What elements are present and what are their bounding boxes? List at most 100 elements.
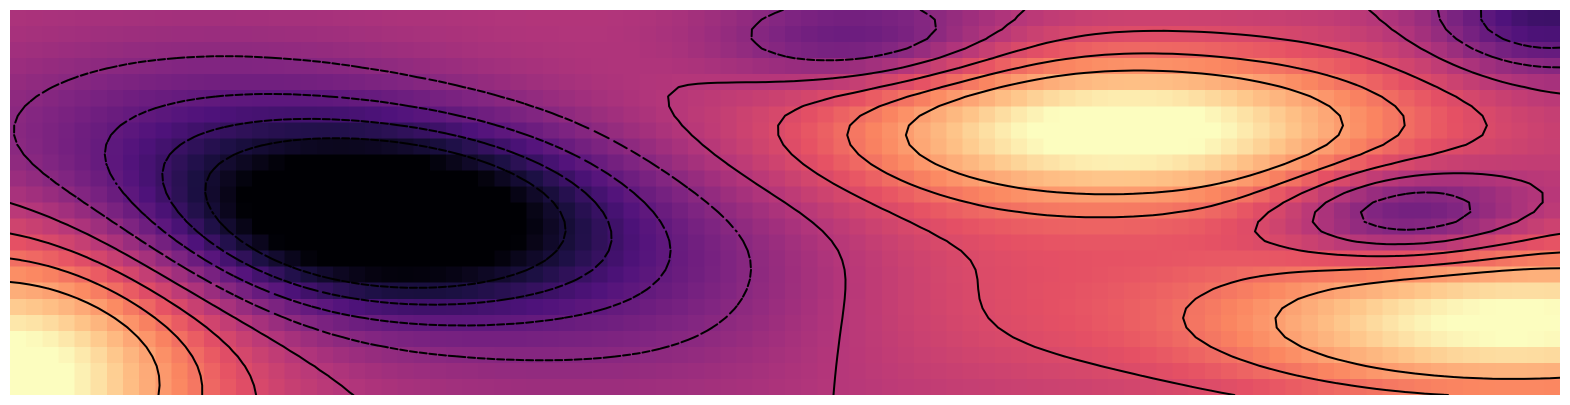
- heatmap-cell: [1188, 122, 1206, 139]
- heatmap-cell: [704, 10, 722, 27]
- heatmap-cell: [930, 106, 948, 123]
- heatmap-cell: [1124, 26, 1141, 43]
- heatmap-cell: [74, 106, 92, 123]
- heatmap-cell: [833, 122, 851, 139]
- heatmap-cell: [1543, 42, 1560, 59]
- heatmap-cell: [1543, 122, 1560, 139]
- contour-layer: [10, 10, 1560, 395]
- heatmap-cell: [1366, 122, 1383, 139]
- heatmap-cell: [1140, 122, 1157, 139]
- heatmap-cell: [365, 74, 382, 91]
- heatmap-cell: [284, 122, 302, 139]
- heatmap-cell: [768, 26, 786, 43]
- heatmap-cell: [1043, 90, 1061, 107]
- heatmap-cell: [720, 122, 738, 139]
- heatmap-cell: [365, 10, 382, 27]
- heatmap-cell: [365, 42, 382, 59]
- heatmap-cell: [90, 106, 108, 123]
- heatmap-cell: [736, 10, 754, 27]
- heatmap-cell: [591, 10, 608, 27]
- heatmap-cell: [962, 10, 980, 27]
- heatmap-cell: [1237, 10, 1254, 27]
- heatmap-cell: [1446, 26, 1464, 43]
- heatmap-cell: [898, 26, 915, 43]
- heatmap-cell: [817, 26, 835, 43]
- contour-line: [13, 10, 1560, 362]
- heatmap-cell: [1172, 74, 1190, 91]
- heatmap-cell: [219, 122, 237, 139]
- heatmap-cell: [607, 26, 625, 43]
- heatmap-cell: [349, 10, 366, 27]
- heatmap-cell: [478, 122, 495, 139]
- heatmap-cell: [1107, 26, 1125, 43]
- heatmap-cell: [1382, 42, 1400, 59]
- heatmap-cell: [978, 58, 996, 75]
- heatmap-cell: [300, 122, 318, 139]
- heatmap-cell: [1527, 106, 1545, 123]
- heatmap-cell: [381, 74, 399, 91]
- heatmap-cell: [671, 10, 689, 27]
- heatmap-cell: [397, 42, 415, 59]
- heatmap-cell: [381, 26, 399, 43]
- heatmap-cell: [1253, 10, 1270, 27]
- heatmap-cell: [1333, 106, 1351, 123]
- heatmap-cell: [1091, 10, 1109, 27]
- heatmap-cell: [1204, 106, 1222, 123]
- heatmap-cell: [1043, 42, 1061, 59]
- heatmap-cell: [349, 106, 366, 123]
- heatmap-cell: [26, 138, 43, 155]
- heatmap-cell: [1317, 26, 1335, 43]
- heatmap-cell: [1543, 74, 1560, 91]
- heatmap-cell: [978, 10, 996, 27]
- heatmap-cell: [462, 26, 479, 43]
- heatmap-cell: [26, 42, 43, 59]
- heatmap-cell: [1156, 122, 1174, 139]
- heatmap-cell: [316, 26, 334, 43]
- heatmap-cell: [1479, 10, 1497, 27]
- heatmap-cell: [785, 42, 802, 59]
- heatmap-cell: [106, 26, 124, 43]
- heatmap-cell: [106, 74, 124, 91]
- heatmap-cell: [978, 42, 996, 59]
- heatmap-cell: [74, 58, 92, 75]
- heatmap-cell: [542, 26, 560, 43]
- heatmap-cell: [1301, 26, 1319, 43]
- heatmap-cell: [397, 58, 415, 75]
- heatmap-cell: [1220, 42, 1238, 59]
- heatmap-cell: [1463, 10, 1480, 27]
- heatmap-cell: [397, 10, 415, 27]
- heatmap-cell: [284, 74, 302, 91]
- heatmap-cell: [139, 26, 156, 43]
- heatmap-cell: [429, 58, 447, 75]
- heatmap-cell: [1495, 26, 1513, 43]
- heatmap-cell: [1091, 90, 1109, 107]
- heatmap-cell: [849, 10, 867, 27]
- heatmap-cell: [946, 122, 964, 139]
- heatmap-cell: [300, 58, 318, 75]
- heatmap-cell: [42, 90, 60, 107]
- heatmap-cell: [1075, 106, 1093, 123]
- heatmap-cell: [171, 26, 189, 43]
- heatmap-cell: [1253, 26, 1270, 43]
- heatmap-cell: [187, 74, 205, 91]
- heatmap-cell: [833, 58, 851, 75]
- heatmap-cell: [236, 42, 253, 59]
- heatmap-cell: [1398, 74, 1416, 91]
- heatmap-cell: [1075, 10, 1093, 27]
- heatmap-cell: [833, 42, 851, 59]
- heatmap-cell: [236, 122, 253, 139]
- heatmap-cell: [1237, 58, 1254, 75]
- heatmap-cell: [123, 74, 140, 91]
- heatmap-cell: [720, 90, 738, 107]
- heatmap-cell: [1382, 90, 1400, 107]
- heatmap-cell: [914, 42, 931, 59]
- heatmap-cell: [90, 90, 108, 107]
- heatmap-cell: [429, 42, 447, 59]
- heatmap-cell: [252, 106, 269, 123]
- heatmap-cell: [736, 42, 754, 59]
- heatmap-cell: [962, 42, 980, 59]
- heatmap-cell: [58, 42, 76, 59]
- heatmap-cell: [575, 90, 592, 107]
- heatmap-cell: [106, 90, 124, 107]
- heatmap-cell: [139, 90, 156, 107]
